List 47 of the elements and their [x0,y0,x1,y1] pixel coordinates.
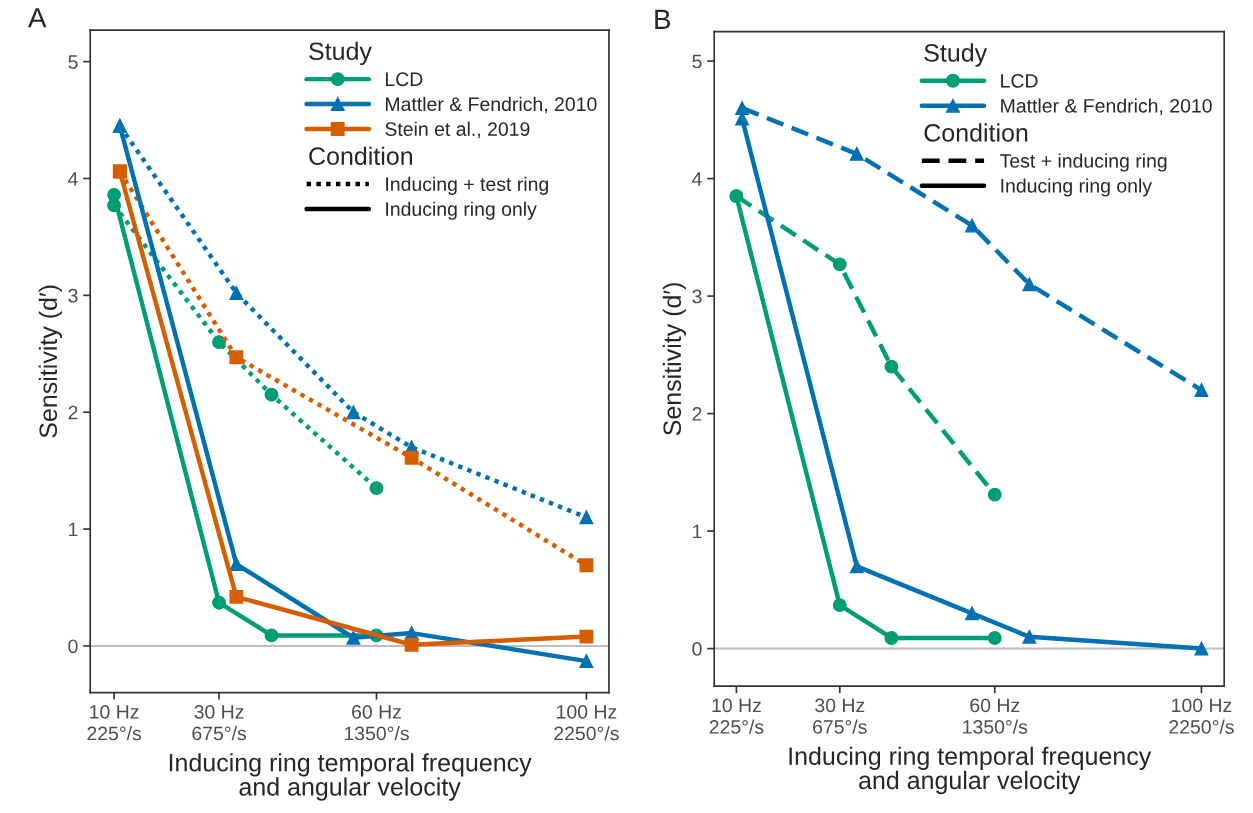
annotation: Inducing ring only [386,201,537,220]
x2-tick-label: 675°/s [813,719,867,734]
annotation: Inducing + test ring [386,176,548,195]
x2-tick-label: 225°/s [87,726,142,741]
legend-label: LCD [1001,74,1038,88]
x-tick-label: 100 Hz [1172,698,1232,713]
x2-tick-label: 2250°/s [554,726,619,741]
y-tick-label: 2 [68,405,78,420]
chart-title: B [655,9,671,29]
annotation: Condition [924,123,1028,142]
y-tick-label: 3 [692,289,702,304]
legend-title: Study [924,43,988,67]
x2-tick-label: 1350°/s [344,726,409,741]
x2-tick-label: 225°/s [709,719,764,734]
y-tick-label: 0 [692,642,702,656]
x-tick-label: 100 Hz [557,705,617,719]
x2-tick-label: 675°/s [192,726,247,741]
y-tick-label: 3 [68,288,78,303]
x-axis-title: Inducing ring temporal frequency and angular velocity [789,746,1152,795]
annotation: Inducing ring only [1001,178,1152,197]
y-tick-label: 4 [68,172,78,186]
y-tick-label: 5 [692,54,702,69]
x2-tick-label: 1350°/s [963,719,1028,734]
y-tick-label: 4 [692,172,702,186]
x-tick-label: 30 Hz [194,705,244,719]
x-tick-label: 60 Hz [352,705,401,719]
legend-label: LCD [385,72,423,87]
y-tick-label: 1 [69,522,78,537]
x-tick-label: 30 Hz [815,698,865,713]
legend-title: Study [309,41,372,66]
annotation: Condition [309,146,413,166]
y-tick-label: 0 [68,639,78,654]
x-tick-label: 60 Hz [970,698,1020,713]
x2-tick-label: 2250°/s [1169,719,1234,734]
legend-label: Mattler & Fendrich, 2010 [1001,98,1212,115]
y-axis-title: Sensitivity (d′) [662,283,687,436]
x-axis-title: Inducing ring temporal frequency and angular velocity [169,753,532,801]
x-tick-label: 10 Hz [712,698,761,713]
y-tick-label: 5 [68,55,78,69]
y-axis-title: Sensitivity (d′) [38,285,63,438]
annotation: Test + inducing ring [1000,153,1167,172]
legend-label: Mattler & Fendrich, 2010 [385,96,597,114]
y-tick-label: 1 [693,524,702,539]
x-tick-label: 10 Hz [90,705,139,719]
y-tick-label: 2 [692,407,702,421]
legend-label: Stein et al., 2019 [385,121,530,139]
chart-title: A [28,8,47,28]
